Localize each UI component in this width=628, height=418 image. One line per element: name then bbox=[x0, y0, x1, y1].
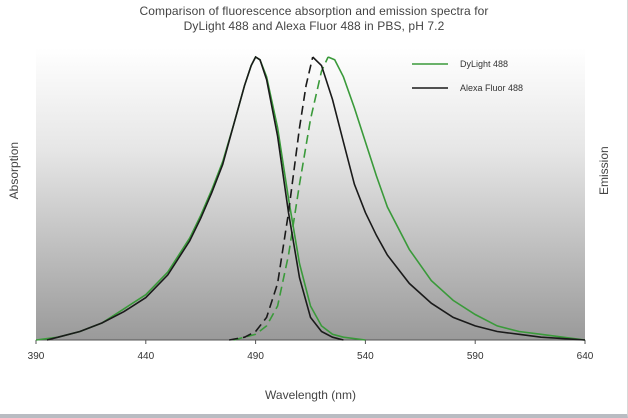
x-tick-label: 540 bbox=[357, 351, 374, 362]
spectra-curves bbox=[35, 55, 586, 341]
chart-title-line-1: Comparison of fluorescence absorption an… bbox=[139, 4, 489, 18]
plot-area bbox=[36, 48, 585, 340]
x-tick-label: 590 bbox=[467, 351, 484, 362]
y-axis-label-right: Emission bbox=[597, 146, 611, 195]
legend-label: DyLight 488 bbox=[460, 59, 508, 69]
legend-label: Alexa Fluor 488 bbox=[460, 83, 523, 93]
x-tick-label: 390 bbox=[28, 351, 45, 362]
alexa-fluor-488-absorption-line bbox=[46, 55, 344, 341]
dylight-488-emission-tail-line bbox=[327, 56, 586, 341]
legend: DyLight 488 Alexa Fluor 488 bbox=[412, 59, 523, 93]
x-tick-label: 440 bbox=[137, 351, 154, 362]
x-tick-label: 490 bbox=[247, 351, 264, 362]
y-axis-label-left: Absorption bbox=[7, 142, 21, 199]
chart-title-line-2: DyLight 488 and Alexa Fluor 488 in PBS, … bbox=[183, 19, 445, 33]
x-axis-label: Wavelength (nm) bbox=[265, 388, 356, 402]
alexa-fluor-488-emission-rise-line bbox=[229, 56, 314, 341]
alexa-fluor-488-emission-tail-line bbox=[312, 56, 586, 341]
x-axis-ticks: 390 440 490 540 590 640 bbox=[28, 340, 594, 362]
dylight-488-emission-rise-line bbox=[233, 56, 329, 341]
x-tick-label: 640 bbox=[577, 351, 594, 362]
